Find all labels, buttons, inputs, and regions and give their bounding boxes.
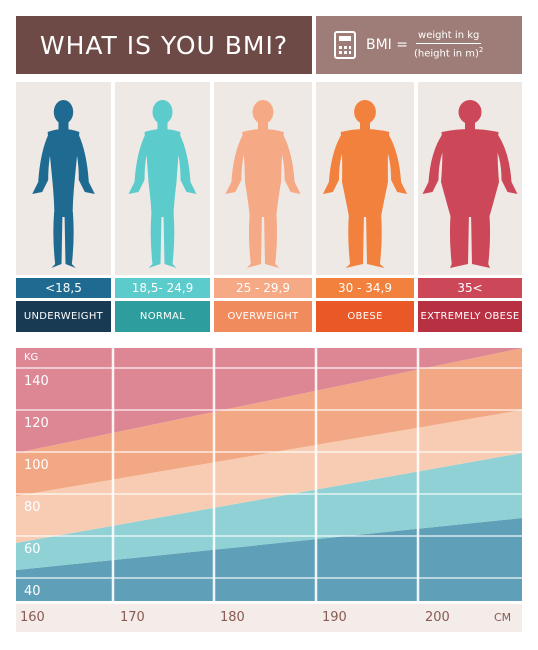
label-underweight: UNDERWEIGHT [16, 301, 111, 332]
band-normal [16, 453, 522, 570]
x-axis-row [16, 604, 522, 632]
title-banner: WHAT IS YOU BMI? [16, 16, 312, 74]
y-tick-100: 100 [24, 458, 49, 473]
formula-fraction: weight in kg (height in m)2 [414, 30, 483, 59]
band-overweight-light [16, 410, 522, 543]
label-overweight: OVERWEIGHT [214, 301, 312, 332]
page-title: WHAT IS YOU BMI? [39, 30, 289, 60]
range-obese: 30 - 34,9 [316, 278, 414, 298]
figure-panel-underweight [16, 82, 111, 275]
normal-figure-icon [128, 100, 197, 268]
band-extremely-obese [16, 348, 522, 453]
x-tick-180: 180 [220, 610, 245, 625]
range-extremely-obese: 35< [418, 278, 522, 298]
calculator-icon [334, 31, 356, 59]
label-extremely-obese: EXTREMELY OBESE [418, 301, 522, 332]
figure-panel-overweight [214, 82, 312, 275]
y-tick-40: 40 [24, 584, 41, 599]
formula-exponent: 2 [478, 46, 484, 55]
band-underweight [16, 518, 522, 601]
x-tick-170: 170 [120, 610, 145, 625]
y-unit-label: KG [24, 352, 39, 363]
bmi-height-weight-chart [16, 348, 522, 601]
formula-lhs: BMI = [366, 37, 408, 53]
range-underweight: <18,5 [16, 278, 111, 298]
x-tick-190: 190 [322, 610, 347, 625]
range-normal: 18,5- 24,9 [115, 278, 210, 298]
formula-numerator: weight in kg [416, 30, 482, 45]
y-tick-80: 80 [24, 500, 41, 515]
overweight-figure-icon [225, 100, 301, 268]
obese-figure-icon [322, 100, 408, 268]
label-normal: NORMAL [115, 301, 210, 332]
x-tick-160: 160 [20, 610, 45, 625]
band-overweight [16, 348, 522, 496]
formula-denominator: (height in m)2 [414, 44, 483, 59]
figure-panel-extremely-obese [418, 82, 522, 275]
y-tick-60: 60 [24, 542, 41, 557]
y-tick-140: 140 [24, 374, 49, 389]
formula-denominator-text: (height in m) [414, 48, 479, 60]
underweight-figure-icon [32, 100, 95, 268]
label-obese: OBESE [316, 301, 414, 332]
bmi-formula: BMI = weight in kg (height in m)2 [316, 16, 522, 74]
x-tick-200: 200 [425, 610, 450, 625]
y-tick-120: 120 [24, 416, 49, 431]
range-overweight: 25 - 29,9 [214, 278, 312, 298]
chart-grid [16, 348, 522, 601]
figure-panel-obese [316, 82, 414, 275]
x-unit-label: CM [494, 611, 512, 624]
extremely-obese-figure-icon [422, 100, 518, 268]
figure-panel-normal [115, 82, 210, 275]
